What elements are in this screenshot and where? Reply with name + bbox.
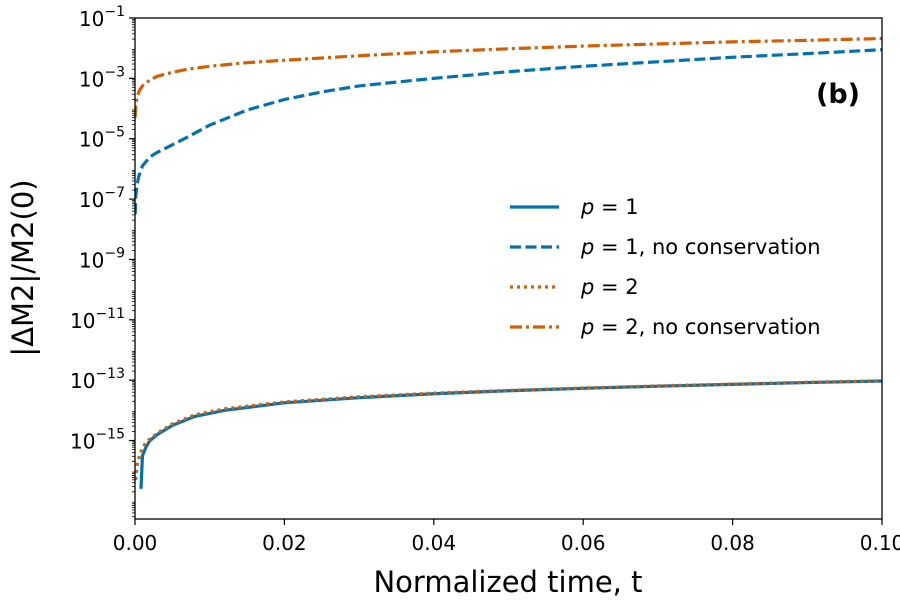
x-tick-label: 0.08: [710, 531, 755, 555]
legend: p = 1 p = 1, no conservation p = 2 p = 2, n…: [510, 195, 821, 339]
x-tick-label: 0.00: [113, 531, 158, 555]
legend-label-p1: p = 1: [580, 195, 639, 219]
x-tick-label: 0.06: [561, 531, 606, 555]
y-tick-label: 10−9: [79, 245, 125, 272]
y-tick-label: 10−5: [79, 125, 125, 152]
legend-label-p2nc: p = 2, no conservation: [580, 315, 821, 339]
legend-label-p2: p = 2: [580, 275, 639, 299]
plot-frame: [134, 17, 883, 520]
x-tick-label: 0.02: [262, 531, 307, 555]
x-tick-label: 0.04: [412, 531, 457, 555]
y-axis: 10−15 10−13 10−11 10−9 10−7 10−5 10−3 10−1: [70, 4, 135, 518]
series-layer: [135, 36, 882, 489]
series-line-p1nc: [135, 48, 882, 215]
y-tick-label: 10−3: [79, 64, 125, 91]
series-line-p1: [139, 379, 882, 489]
x-axis-label: Normalized time, t: [373, 565, 642, 599]
y-tick-label: 10−7: [79, 185, 125, 212]
y-axis-label: |ΔM2|/M2(0): [6, 179, 40, 356]
y-tick-label: 10−15: [70, 427, 125, 454]
y-tick-label: 10−1: [79, 4, 125, 31]
legend-label-p1nc: p = 1, no conservation: [580, 235, 821, 259]
series-line-p2nc: [135, 36, 882, 118]
panel-label: (b): [816, 79, 860, 110]
y-tick-label: 10−11: [70, 306, 125, 333]
series-line-p2: [135, 379, 882, 480]
y-tick-label: 10−13: [70, 366, 125, 393]
x-axis: 0.00 0.02 0.04 0.06 0.08 0.10: [113, 519, 900, 555]
x-tick-label: 0.10: [860, 531, 900, 555]
